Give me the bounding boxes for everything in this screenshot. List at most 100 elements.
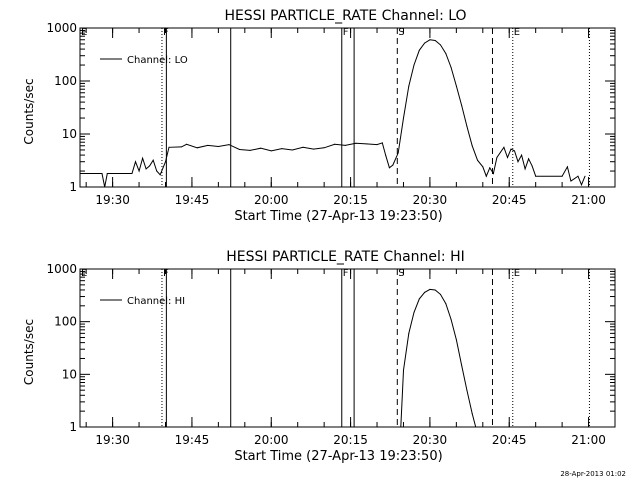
- data-point: [413, 64, 415, 66]
- chart-title: HESSI PARTICLE_RATE Channel: LO: [224, 8, 466, 24]
- data-point: [156, 170, 158, 172]
- data-point: [466, 125, 468, 127]
- x-axis-label: Start Time (27-Apr-13 19:23:50): [234, 209, 442, 224]
- y-axis: 1 10 100 1000: [46, 262, 615, 434]
- event-marker-label: E: [514, 268, 520, 279]
- data-point: [503, 146, 505, 148]
- event-marker-label: E: [81, 268, 87, 279]
- data-point: [392, 164, 394, 166]
- legend-label: Channel: LO: [127, 55, 188, 66]
- chart-panel-0: HESSI PARTICLE_RATE Channel: LO 1 10 100 100…: [22, 8, 616, 224]
- data-point: [313, 148, 315, 150]
- data-point: [334, 143, 336, 145]
- x-tick-label: 20:00: [254, 433, 289, 447]
- plot-frame: [79, 268, 616, 428]
- y-tick-label: 1000: [46, 21, 77, 35]
- data-point: [455, 85, 457, 87]
- data-point: [270, 150, 272, 152]
- event-marker-label: F: [343, 268, 349, 279]
- data-point: [492, 173, 494, 174]
- data-point: [440, 44, 441, 46]
- chart-title: HESSI PARTICLE_RATE Channel: HI: [226, 249, 464, 265]
- x-tick-label: 20:15: [333, 193, 368, 207]
- data-point: [408, 332, 410, 334]
- data-point: [489, 167, 491, 169]
- data-point: [355, 142, 357, 144]
- y-tick-label: 100: [54, 74, 77, 88]
- data-point: [445, 53, 447, 54]
- data-point: [217, 146, 219, 147]
- data-point: [524, 168, 526, 170]
- x-tick-label: 21:00: [571, 433, 606, 447]
- y-axis-label: Counts/sec: [22, 78, 36, 144]
- x-tick-label: 19:30: [95, 193, 130, 207]
- y-axis: 1 10 100 1000: [46, 21, 615, 194]
- data-point: [79, 173, 81, 174]
- data-point: [376, 144, 378, 146]
- data-point: [510, 148, 512, 150]
- data-point: [101, 173, 103, 174]
- data-point: [228, 144, 230, 146]
- data-point: [397, 152, 399, 154]
- data-point: [535, 175, 537, 177]
- data-point: [249, 149, 251, 151]
- data-point: [450, 67, 452, 68]
- data-point: [135, 161, 136, 163]
- data-point: [104, 186, 106, 188]
- data-point: [186, 143, 188, 145]
- data-point: [149, 165, 151, 167]
- data-point: [413, 311, 415, 313]
- data-point: [521, 154, 523, 156]
- data-point: [581, 184, 582, 186]
- data-point: [291, 149, 293, 151]
- legend-label: Channel: HI: [127, 296, 185, 307]
- data-point: [424, 291, 426, 293]
- data-point: [461, 364, 463, 366]
- plot-frame: [79, 27, 616, 188]
- event-marker-label: E: [81, 27, 87, 38]
- chart-panel-1: HESSI PARTICLE_RATE Channel: HI 1 10 100 100…: [22, 249, 616, 464]
- data-point: [138, 170, 140, 172]
- data-point: [434, 40, 436, 41]
- data-point: [344, 144, 346, 146]
- data-point: [477, 159, 478, 161]
- data-point: [466, 389, 468, 391]
- data-point: [145, 168, 147, 170]
- data-point: [302, 146, 304, 148]
- data-point: [507, 157, 508, 158]
- data-point: [485, 175, 487, 177]
- data-point: [260, 147, 262, 149]
- x-tick-label: 20:45: [492, 433, 527, 447]
- data-point: [403, 117, 404, 119]
- y-axis-label: Counts/sec: [22, 319, 36, 385]
- data-point: [418, 298, 420, 300]
- data-point: [180, 146, 182, 148]
- data-point: [168, 146, 170, 148]
- y-tick-label: 10: [62, 367, 77, 381]
- data-point: [418, 49, 420, 51]
- legend: Channel: LO: [100, 55, 188, 66]
- data-point: [207, 144, 209, 146]
- series-line: [400, 288, 477, 428]
- event-marker-label: S: [398, 27, 404, 38]
- y-tick-label: 100: [54, 315, 77, 329]
- event-marker-label: F: [343, 27, 349, 38]
- y-tick-label: 1: [69, 420, 77, 434]
- data-point: [196, 147, 198, 149]
- data-point: [471, 145, 473, 147]
- data-point: [531, 165, 533, 167]
- data-point: [455, 339, 457, 341]
- event-marker-label: E: [514, 27, 520, 38]
- data-point: [403, 369, 404, 371]
- x-tick-label: 19:30: [95, 433, 130, 447]
- data-point: [499, 151, 501, 153]
- data-point: [165, 161, 166, 163]
- data-point: [381, 142, 383, 144]
- data-point: [496, 157, 498, 158]
- x-axis-label: Start Time (27-Apr-13 19:23:50): [234, 449, 442, 464]
- x-axis: 19:30 19:45 20:00 20:15 20:30 20:45 21:00: [85, 269, 616, 447]
- data-point: [385, 155, 387, 157]
- series-0: [400, 288, 477, 428]
- y-tick-label: 1000: [46, 262, 77, 276]
